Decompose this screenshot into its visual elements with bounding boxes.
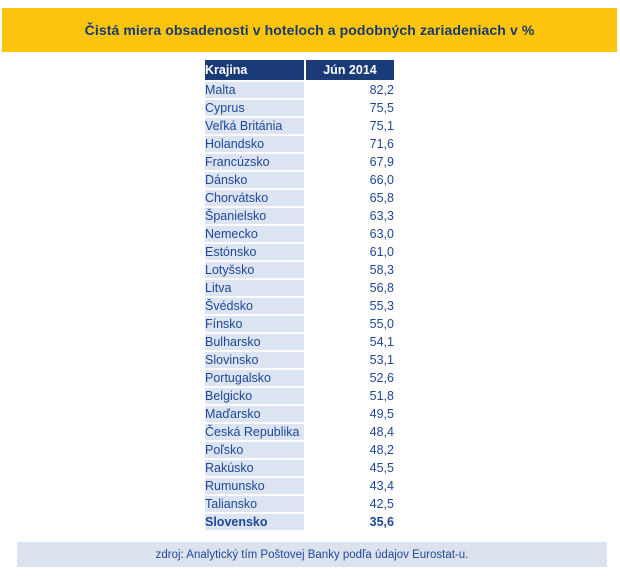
country-cell: Taliansko	[205, 496, 304, 512]
value-cell: 75,1	[306, 118, 394, 134]
value-cell: 42,5	[306, 496, 394, 512]
table-row: Bulharsko 54,1	[205, 334, 394, 350]
table-row: Nemecko 63,0	[205, 226, 394, 242]
country-cell: Bulharsko	[205, 334, 304, 350]
table-row: Chorvátsko 65,8	[205, 190, 394, 206]
table-row: Dánsko 66,0	[205, 172, 394, 188]
table-row: Belgicko 51,8	[205, 388, 394, 404]
country-cell: Chorvátsko	[205, 190, 304, 206]
country-cell: Estónsko	[205, 244, 304, 260]
column-header-country: Krajina	[205, 60, 304, 80]
value-cell: 58,3	[306, 262, 394, 278]
table-row: Taliansko 42,5	[205, 496, 394, 512]
table-row: Slovensko 35,6	[205, 514, 394, 530]
page-title: Čistá miera obsadenosti v hoteloch a pod…	[84, 22, 535, 38]
table-row: Maďarsko 49,5	[205, 406, 394, 422]
value-cell: 82,2	[306, 82, 394, 98]
country-cell: Portugalsko	[205, 370, 304, 386]
value-cell: 66,0	[306, 172, 394, 188]
value-cell: 54,1	[306, 334, 394, 350]
country-cell: Cyprus	[205, 100, 304, 116]
value-cell: 48,2	[306, 442, 394, 458]
value-cell: 55,0	[306, 316, 394, 332]
table-row: Portugalsko 52,6	[205, 370, 394, 386]
table-row: Španielsko 63,3	[205, 208, 394, 224]
value-cell: 52,6	[306, 370, 394, 386]
table-row: Malta 82,2	[205, 82, 394, 98]
table-header-row: Krajina Jún 2014	[205, 60, 394, 80]
country-cell: Švédsko	[205, 298, 304, 314]
table-row: Litva 56,8	[205, 280, 394, 296]
country-cell: Malta	[205, 82, 304, 98]
value-cell: 63,0	[306, 226, 394, 242]
value-cell: 53,1	[306, 352, 394, 368]
country-cell: Litva	[205, 280, 304, 296]
value-cell: 48,4	[306, 424, 394, 440]
value-cell: 65,8	[306, 190, 394, 206]
value-cell: 51,8	[306, 388, 394, 404]
country-cell: Nemecko	[205, 226, 304, 242]
table-row: Švédsko 55,3	[205, 298, 394, 314]
source-bar: zdroj: Analytický tím Poštovej Banky pod…	[17, 542, 607, 567]
value-cell: 45,5	[306, 460, 394, 476]
value-cell: 75,5	[306, 100, 394, 116]
table-header: Krajina Jún 2014	[205, 60, 394, 80]
country-cell: Dánsko	[205, 172, 304, 188]
column-header-jun-2014: Jún 2014	[306, 60, 394, 80]
table-row: Veľká Británia 75,1	[205, 118, 394, 134]
country-cell: Maďarsko	[205, 406, 304, 422]
table-row: Fínsko 55,0	[205, 316, 394, 332]
country-cell: Rakúsko	[205, 460, 304, 476]
value-cell: 71,6	[306, 136, 394, 152]
value-cell: 43,4	[306, 478, 394, 494]
table-row: Lotyšsko 58,3	[205, 262, 394, 278]
country-cell: Poľsko	[205, 442, 304, 458]
country-cell: Francúzsko	[205, 154, 304, 170]
table-row: Rakúsko 45,5	[205, 460, 394, 476]
country-cell: Česká Republika	[205, 424, 304, 440]
title-banner: Čistá miera obsadenosti v hoteloch a pod…	[2, 8, 617, 52]
country-cell: Slovinsko	[205, 352, 304, 368]
country-cell: Veľká Británia	[205, 118, 304, 134]
table-row: Slovinsko 53,1	[205, 352, 394, 368]
value-cell: 63,3	[306, 208, 394, 224]
value-cell: 55,3	[306, 298, 394, 314]
table-body: Malta 82,2 Cyprus 75,5 Veľká Británia 75,1 Hol…	[205, 82, 394, 530]
value-cell: 56,8	[306, 280, 394, 296]
occupancy-table: Krajina Jún 2014 Malta 82,2 Cyprus 75,5 Veľk…	[203, 58, 396, 532]
value-cell: 49,5	[306, 406, 394, 422]
table-row: Francúzsko 67,9	[205, 154, 394, 170]
source-note: zdroj: Analytický tím Poštovej Banky pod…	[155, 548, 469, 561]
table-row: Česká Republika 48,4	[205, 424, 394, 440]
table-row: Holandsko 71,6	[205, 136, 394, 152]
country-cell: Belgicko	[205, 388, 304, 404]
country-cell: Rumunsko	[205, 478, 304, 494]
value-cell: 35,6	[306, 514, 394, 530]
table-row: Estónsko 61,0	[205, 244, 394, 260]
country-cell: Španielsko	[205, 208, 304, 224]
table-row: Poľsko 48,2	[205, 442, 394, 458]
country-cell: Fínsko	[205, 316, 304, 332]
table-row: Rumunsko 43,4	[205, 478, 394, 494]
country-cell: Lotyšsko	[205, 262, 304, 278]
table-row: Cyprus 75,5	[205, 100, 394, 116]
value-cell: 61,0	[306, 244, 394, 260]
value-cell: 67,9	[306, 154, 394, 170]
country-cell: Holandsko	[205, 136, 304, 152]
country-cell: Slovensko	[205, 514, 304, 530]
